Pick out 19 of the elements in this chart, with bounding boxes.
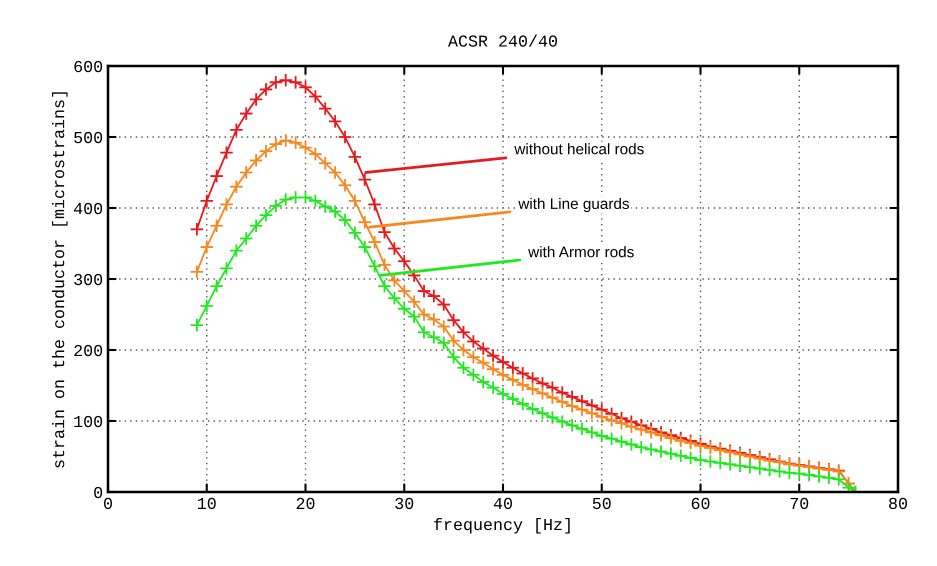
x-tick-label: 40	[494, 498, 512, 510]
y-tick-label: 0	[94, 486, 102, 498]
x-tick-label: 10	[198, 498, 216, 510]
x-tick-label: 60	[692, 498, 710, 510]
x-tick-label: 0	[104, 498, 112, 510]
y-tick-label: 600	[74, 60, 102, 72]
x-tick-label: 80	[889, 498, 907, 510]
y-tick-label: 100	[74, 416, 102, 428]
y-tick-label: 300	[74, 274, 102, 286]
y-axis-title: strain on the conductor [microstrains]	[52, 92, 68, 468]
x-tick-label: 20	[296, 498, 314, 510]
x-tick-label: 30	[395, 498, 414, 510]
chart-title: ACSR 240/40	[448, 34, 557, 47]
x-tick-label: 50	[592, 498, 611, 510]
x-axis-title: frequency [Hz]	[434, 518, 570, 534]
x-tick-label: 70	[790, 498, 808, 510]
y-tick-label: 200	[74, 344, 102, 356]
y-tick-label: 500	[74, 132, 102, 144]
y-tick-label: 400	[74, 202, 102, 214]
